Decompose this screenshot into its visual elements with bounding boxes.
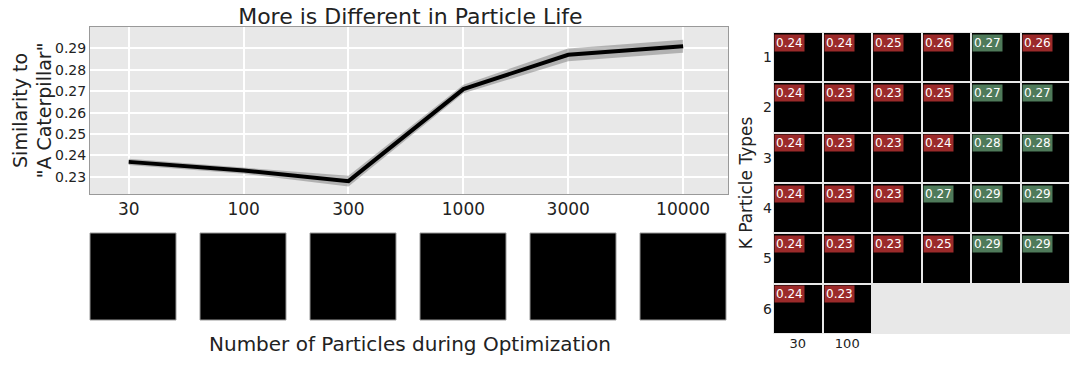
svg-text:0.23: 0.23	[875, 86, 902, 100]
svg-text:0.23: 0.23	[826, 86, 853, 100]
svg-text:0.24: 0.24	[776, 187, 803, 201]
svg-text:0.23: 0.23	[826, 287, 853, 301]
svg-text:2: 2	[763, 99, 772, 115]
svg-text:0.26: 0.26	[1024, 36, 1051, 50]
svg-text:300: 300	[332, 199, 364, 219]
svg-text:0.23: 0.23	[826, 187, 853, 201]
svg-text:0.24: 0.24	[776, 86, 803, 100]
svg-text:3: 3	[763, 150, 772, 166]
svg-text:0.25: 0.25	[925, 237, 952, 251]
svg-text:Similarity to"A Caterpillar": Similarity to"A Caterpillar"	[9, 43, 56, 179]
svg-text:More is Different in Particle: More is Different in Particle Life	[238, 4, 582, 29]
svg-text:0.23: 0.23	[875, 237, 902, 251]
svg-text:0.29: 0.29	[1024, 237, 1051, 251]
svg-text:3000: 3000	[547, 199, 590, 219]
svg-text:0.24: 0.24	[776, 287, 803, 301]
svg-text:0.26: 0.26	[925, 36, 952, 50]
svg-text:0.29: 0.29	[55, 40, 86, 56]
svg-text:0.24: 0.24	[776, 36, 803, 50]
svg-text:K Particle Types: K Particle Types	[736, 117, 756, 250]
svg-text:0.24: 0.24	[55, 147, 86, 163]
svg-text:0.24: 0.24	[776, 237, 803, 251]
svg-text:0.27: 0.27	[925, 187, 952, 201]
svg-text:0.28: 0.28	[1024, 136, 1051, 150]
svg-text:0.29: 0.29	[1024, 187, 1051, 201]
svg-text:4: 4	[763, 200, 772, 216]
svg-text:0.23: 0.23	[55, 169, 86, 185]
svg-text:0.23: 0.23	[826, 237, 853, 251]
svg-text:0.27: 0.27	[55, 83, 86, 99]
svg-text:0.23: 0.23	[826, 136, 853, 150]
svg-text:Number of Particles during Opt: Number of Particles during Optimization	[209, 332, 611, 356]
svg-text:0.23: 0.23	[875, 136, 902, 150]
svg-text:0.28: 0.28	[974, 136, 1001, 150]
svg-text:1000: 1000	[442, 199, 485, 219]
svg-text:0.24: 0.24	[826, 36, 853, 50]
svg-text:30: 30	[118, 199, 140, 219]
svg-text:6: 6	[763, 301, 772, 317]
svg-text:0.29: 0.29	[974, 187, 1001, 201]
svg-text:1: 1	[763, 49, 772, 65]
svg-text:0.24: 0.24	[925, 136, 952, 150]
svg-text:0.23: 0.23	[875, 187, 902, 201]
svg-text:0.27: 0.27	[1024, 86, 1051, 100]
svg-text:5: 5	[763, 250, 772, 266]
svg-text:0.25: 0.25	[55, 126, 86, 142]
svg-text:10000: 10000	[656, 199, 710, 219]
svg-text:100: 100	[835, 336, 860, 351]
svg-text:0.25: 0.25	[875, 36, 902, 50]
svg-text:0.27: 0.27	[974, 36, 1001, 50]
svg-text:0.25: 0.25	[925, 86, 952, 100]
svg-text:0.29: 0.29	[974, 237, 1001, 251]
svg-text:0.26: 0.26	[55, 105, 86, 121]
svg-text:0.24: 0.24	[776, 136, 803, 150]
svg-text:100: 100	[227, 199, 259, 219]
svg-text:30: 30	[789, 336, 806, 351]
svg-text:0.28: 0.28	[55, 62, 86, 78]
svg-text:0.27: 0.27	[974, 86, 1001, 100]
